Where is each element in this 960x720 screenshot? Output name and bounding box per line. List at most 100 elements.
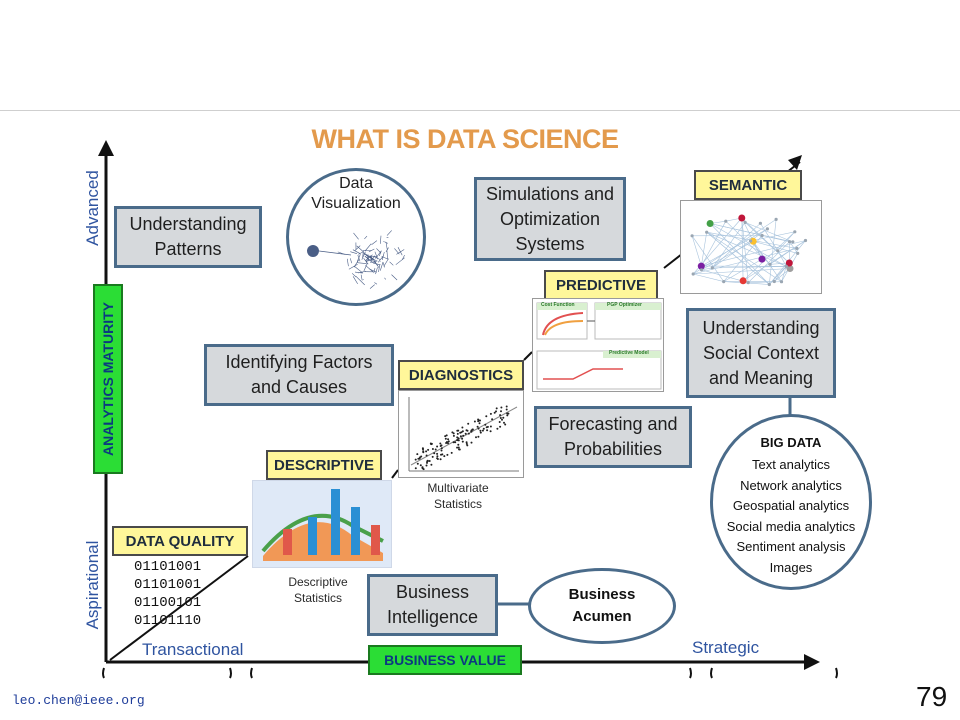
semantic-edge [693, 268, 791, 275]
cluster-edge [386, 250, 388, 260]
cluster-edge [386, 230, 392, 236]
semantic-edge [769, 219, 777, 285]
semantic-node [691, 272, 695, 276]
semantic-node [746, 281, 750, 285]
cluster-edge [350, 251, 358, 254]
scatter-point [465, 429, 468, 432]
scatter-point [450, 451, 453, 454]
semantic-node [767, 282, 771, 287]
business-acumen-oval: Business Acumen [528, 568, 676, 644]
predictive-thumbnail: Cost Function PGP Optimizer Predictive M… [532, 298, 664, 392]
descriptive-statistics-caption: Descriptive Statistics [288, 575, 348, 605]
scatter-point [477, 418, 480, 421]
semantic-node [760, 233, 764, 238]
cluster-edge [355, 276, 365, 286]
semantic-node [788, 240, 792, 244]
stage-data-quality: DATA QUALITY [112, 526, 248, 556]
scatter-point [467, 432, 470, 435]
cluster-edge [394, 248, 400, 255]
data-visualization-label: Data Visualization [311, 175, 401, 212]
bracket-left-1 [102, 667, 105, 679]
semantic-node [776, 249, 780, 253]
x-axis-arrowhead [804, 654, 820, 670]
semantic-node [738, 214, 746, 222]
scatter-point [500, 406, 503, 409]
scatter-point [447, 438, 450, 441]
scatter-point [440, 453, 442, 456]
semantic-edge [693, 248, 797, 275]
scatter-point [429, 442, 432, 445]
scatter-point [467, 422, 470, 425]
scatter-point [428, 460, 431, 462]
scatter-point [440, 449, 443, 452]
cluster-edge [377, 255, 384, 263]
scatter-point [501, 418, 503, 421]
header-divider [0, 110, 960, 111]
scatter-point [457, 446, 460, 449]
x-axis-right-label: Strategic [692, 638, 760, 657]
multivariate-statistics-caption: Multivariate Statistics [427, 481, 489, 511]
semantic-node [793, 230, 797, 234]
scatter-point [486, 429, 489, 432]
scatter-point [462, 434, 465, 437]
semantic-node [749, 237, 757, 245]
scatter-point [419, 456, 421, 459]
cluster-edge [375, 267, 378, 275]
scatter-point [477, 435, 480, 438]
semantic-node [705, 230, 709, 234]
scatter-point [470, 430, 473, 433]
big-data-circle: BIG DATA Text analytics Network analytics… [710, 414, 872, 590]
semantic-edge [748, 281, 782, 283]
scatter-point [445, 434, 448, 437]
big-data-item: Text analytics [751, 457, 831, 472]
scatter-point [427, 448, 430, 451]
semantic-edge [744, 222, 793, 243]
bracket-right-1 [229, 667, 232, 679]
semantic-node [722, 280, 726, 284]
scatter-point [451, 431, 454, 434]
cluster-edge [356, 254, 361, 262]
semantic-edge [693, 273, 724, 282]
predictive-model-label: Predictive Model [609, 350, 649, 356]
stage-diagnostics: DIAGNOSTICS [398, 360, 524, 390]
y-axis-arrowhead [98, 140, 114, 156]
scatter-point [505, 405, 508, 408]
scatter-point [419, 464, 422, 467]
cluster-edge [361, 251, 366, 260]
semantic-node [774, 217, 778, 221]
binary-data-text: 01101001 01101001 01100101 01101110 [134, 559, 202, 629]
semantic-node [779, 280, 784, 284]
cluster-edge [374, 251, 379, 260]
semantic-edge [712, 266, 787, 269]
scatter-point [499, 417, 502, 419]
cluster-edge [391, 274, 398, 281]
cluster-edge [369, 284, 375, 289]
scatter-point [489, 425, 492, 428]
scatter-point [479, 429, 482, 432]
x-axis-title: BUSINESS VALUE [368, 645, 522, 675]
semantic-edge [701, 232, 707, 267]
scatter-point [422, 451, 425, 454]
cluster-edge [367, 258, 374, 262]
semantic-network-thumbnail [680, 200, 822, 294]
scatter-point [495, 407, 498, 410]
scatter-point [456, 436, 459, 439]
stage-predictive: PREDICTIVE [544, 270, 658, 300]
big-data-title: BIG DATA [760, 435, 822, 450]
semantic-edge [701, 267, 713, 271]
cluster-edge [397, 247, 403, 256]
cluster-edge [373, 256, 381, 260]
scatter-point [458, 448, 461, 451]
scatter-point [436, 452, 439, 455]
cluster-edge [395, 257, 405, 265]
scatter-point [460, 431, 463, 434]
scatter-point [481, 429, 484, 432]
cluster-edge [378, 264, 381, 273]
semantic-node [710, 266, 714, 270]
semantic-edge [691, 235, 724, 282]
cluster-edge [370, 260, 378, 263]
cluster-edge [385, 247, 389, 252]
semantic-edge [742, 231, 796, 282]
scatter-point [444, 435, 447, 438]
cluster-edge [362, 251, 364, 258]
